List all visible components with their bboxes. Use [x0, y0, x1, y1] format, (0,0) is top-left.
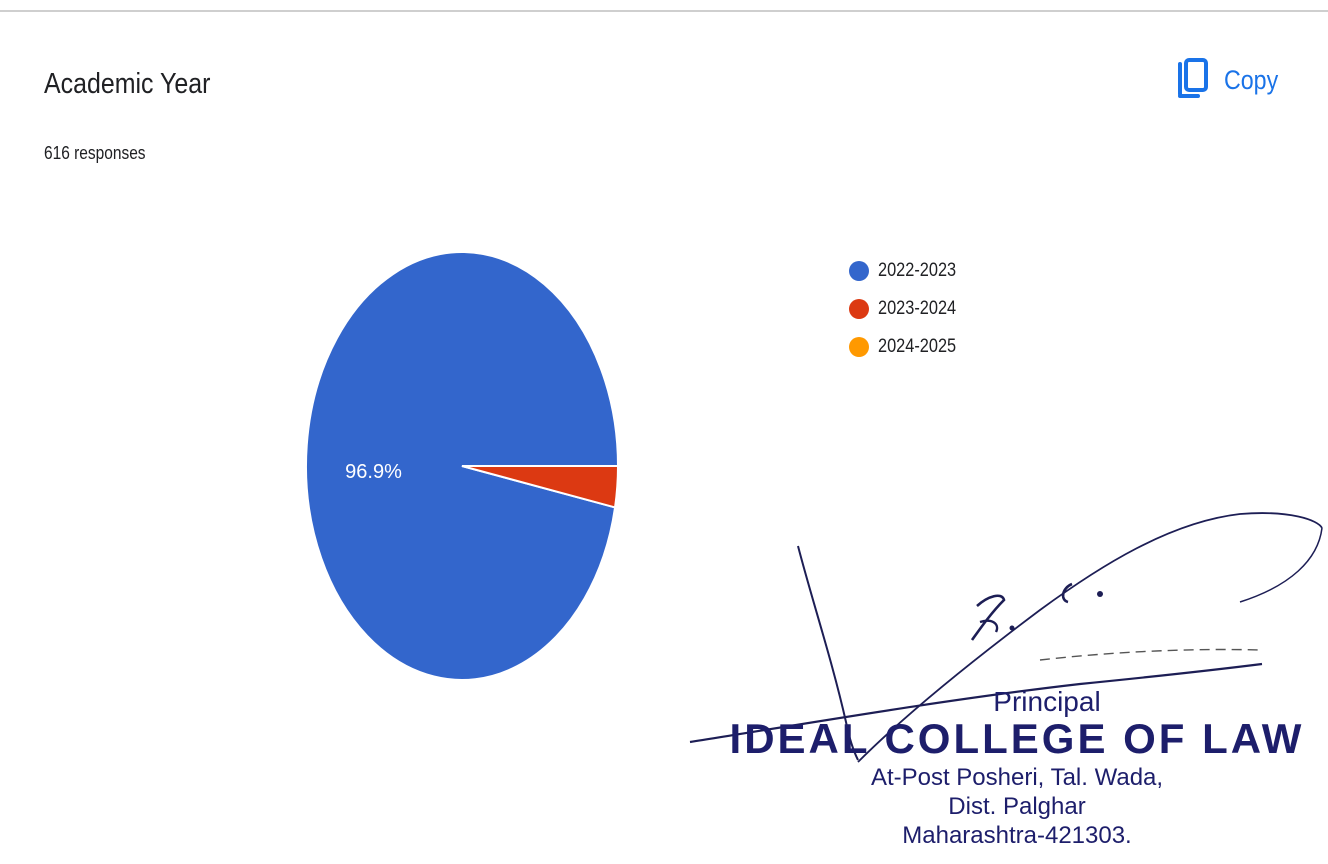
copy-button[interactable]: Copy	[1172, 56, 1302, 104]
copy-icon	[1178, 58, 1208, 98]
legend-label: 2023-2024	[878, 298, 957, 319]
legend-swatch	[849, 299, 869, 319]
copy-label: Copy	[1224, 64, 1279, 95]
legend-item-2024-2025: 2024-2025	[846, 328, 969, 366]
chart-legend: 2022-2023 2023-2024 2024-2025	[846, 252, 969, 366]
stamp-address-line2: Dist. Palghar	[948, 793, 1086, 820]
legend-label: 2022-2023	[878, 260, 957, 281]
response-count: 616 responses	[44, 143, 146, 163]
top-divider	[0, 10, 1328, 12]
legend-item-2022-2023: 2022-2023	[846, 252, 969, 290]
legend-swatch	[849, 337, 869, 357]
legend-swatch	[849, 261, 869, 281]
pie-slice-label: 96.9%	[345, 461, 402, 483]
stamp-address-line1: At-Post Posheri, Tal. Wada,	[870, 764, 1164, 791]
stamp-role: Principal	[993, 686, 1101, 717]
stamp-institution: IDEAL COLLEGE OF LAW	[729, 715, 1305, 762]
question-title: Academic Year	[44, 68, 211, 100]
legend-label: 2024-2025	[878, 336, 957, 357]
principal-stamp: Principal IDEAL COLLEGE OF LAW At-Post P…	[712, 688, 1322, 848]
stamp-address-line3: Maharashtra-421303.	[902, 822, 1132, 849]
pie-slice-2023-2024[interactable]	[461, 465, 620, 509]
legend-item-2023-2024: 2023-2024	[846, 290, 969, 328]
